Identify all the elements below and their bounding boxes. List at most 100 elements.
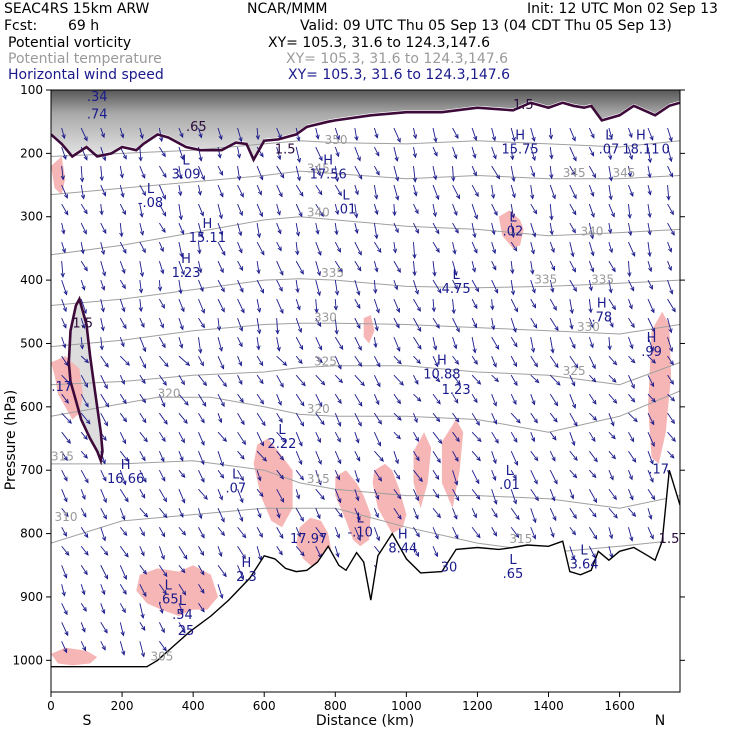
wind-arrowhead [239, 516, 244, 522]
theta-label: 345 [563, 166, 586, 180]
wind-vector [413, 546, 419, 557]
wind-arrowhead [120, 192, 125, 198]
pv-contours [51, 101, 680, 466]
wind-vector [61, 641, 68, 653]
wind-arrowhead [453, 271, 458, 277]
wind-vector [80, 203, 88, 214]
wind-arrowhead [221, 250, 226, 256]
wind-vector [393, 242, 396, 253]
wind-arrowhead [591, 473, 597, 479]
wind-vector [432, 222, 440, 234]
wind-arrowhead [571, 171, 576, 177]
wind-vector [237, 469, 244, 481]
wind-vector [100, 527, 106, 541]
forecast-hour: 69 h [68, 18, 99, 34]
wind-arrowhead [104, 362, 109, 368]
wind-arrowhead [83, 209, 88, 215]
wind-arrowhead [612, 360, 618, 366]
wind-vector [432, 355, 439, 367]
wind-arrowhead [124, 457, 129, 462]
wind-arrowhead [179, 512, 184, 518]
wind-vector [178, 622, 186, 633]
wind-arrowhead [99, 210, 104, 216]
wind-arrowhead [279, 270, 284, 276]
wind-arrowhead [589, 234, 595, 240]
wind-arrowhead [414, 228, 419, 234]
wind-arrowhead [511, 177, 516, 183]
wind-arrowhead [512, 400, 517, 405]
wind-vector [119, 317, 127, 329]
wind-arrowhead [593, 457, 598, 463]
wind-arrowhead [476, 456, 481, 462]
wind-vector [549, 393, 558, 406]
wind-arrowhead [397, 359, 402, 365]
wind-arrowhead [121, 307, 126, 313]
wind-vector [276, 337, 280, 351]
wind-arrowhead [138, 307, 143, 313]
wind-arrowhead [374, 267, 379, 273]
wind-arrowhead [220, 517, 225, 523]
wind-vector [80, 565, 88, 575]
wind-arrowhead [219, 594, 224, 600]
wind-arrowhead [122, 399, 127, 405]
wind-arrowhead [491, 325, 496, 331]
wind-vector [608, 222, 612, 234]
extremum-marker: H [181, 252, 191, 267]
wind-vector [393, 412, 402, 421]
wind-vector [334, 527, 340, 538]
wind-arrowhead [200, 588, 205, 594]
wind-vector [276, 298, 284, 314]
wind-vector [100, 565, 108, 579]
wind-arrowhead [588, 308, 593, 314]
wind-vector [178, 546, 188, 560]
wind-arrowhead [417, 327, 422, 333]
wind-arrowhead [61, 591, 66, 597]
wind-arrowhead [181, 498, 186, 504]
wind-vector [432, 317, 440, 329]
wind-arrowhead [60, 272, 65, 278]
wind-vector [80, 641, 86, 651]
wind-arrowhead [121, 284, 126, 290]
wind-arrowhead [103, 384, 108, 390]
wind-arrowhead [197, 249, 202, 255]
wind-vector [198, 603, 205, 613]
wind-vector [413, 222, 419, 234]
wind-vector [139, 336, 146, 352]
wind-vector [159, 431, 166, 442]
wind-vector [530, 222, 536, 237]
wind-vector [178, 146, 184, 160]
wind-arrowhead [476, 437, 482, 443]
wind-vector [61, 336, 66, 348]
wind-vector [198, 432, 205, 446]
wind-arrowhead [240, 454, 245, 460]
wind-arrowhead [83, 155, 88, 161]
wind-vector [628, 241, 636, 257]
extremum-value: .74 [87, 108, 108, 123]
wind-arrowhead [435, 323, 440, 329]
wind-vector [315, 260, 321, 276]
wind-vector [530, 374, 540, 383]
wind-vector [549, 280, 554, 293]
wind-vector [588, 431, 596, 442]
wind-vector [608, 317, 614, 328]
wind-arrowhead [418, 477, 423, 483]
wind-arrowhead [122, 439, 127, 445]
wind-arrowhead [395, 474, 401, 480]
wind-arrowhead [64, 631, 69, 637]
wind-arrowhead [415, 496, 419, 502]
wind-vector [452, 355, 459, 365]
wind-arrowhead [532, 534, 537, 540]
pv-label: 1.5 [513, 98, 534, 113]
wind-vector [61, 279, 68, 295]
wind-vector [452, 222, 459, 234]
wind-vector [119, 470, 126, 485]
wind-arrowhead [649, 459, 654, 465]
wind-vector [198, 317, 205, 328]
wind-vector [510, 336, 518, 347]
wind-vector [471, 241, 478, 253]
wind-arrowhead [454, 417, 460, 423]
wind-arrowhead [611, 305, 616, 311]
wind-vector [491, 222, 495, 235]
wind-vector [510, 298, 518, 312]
